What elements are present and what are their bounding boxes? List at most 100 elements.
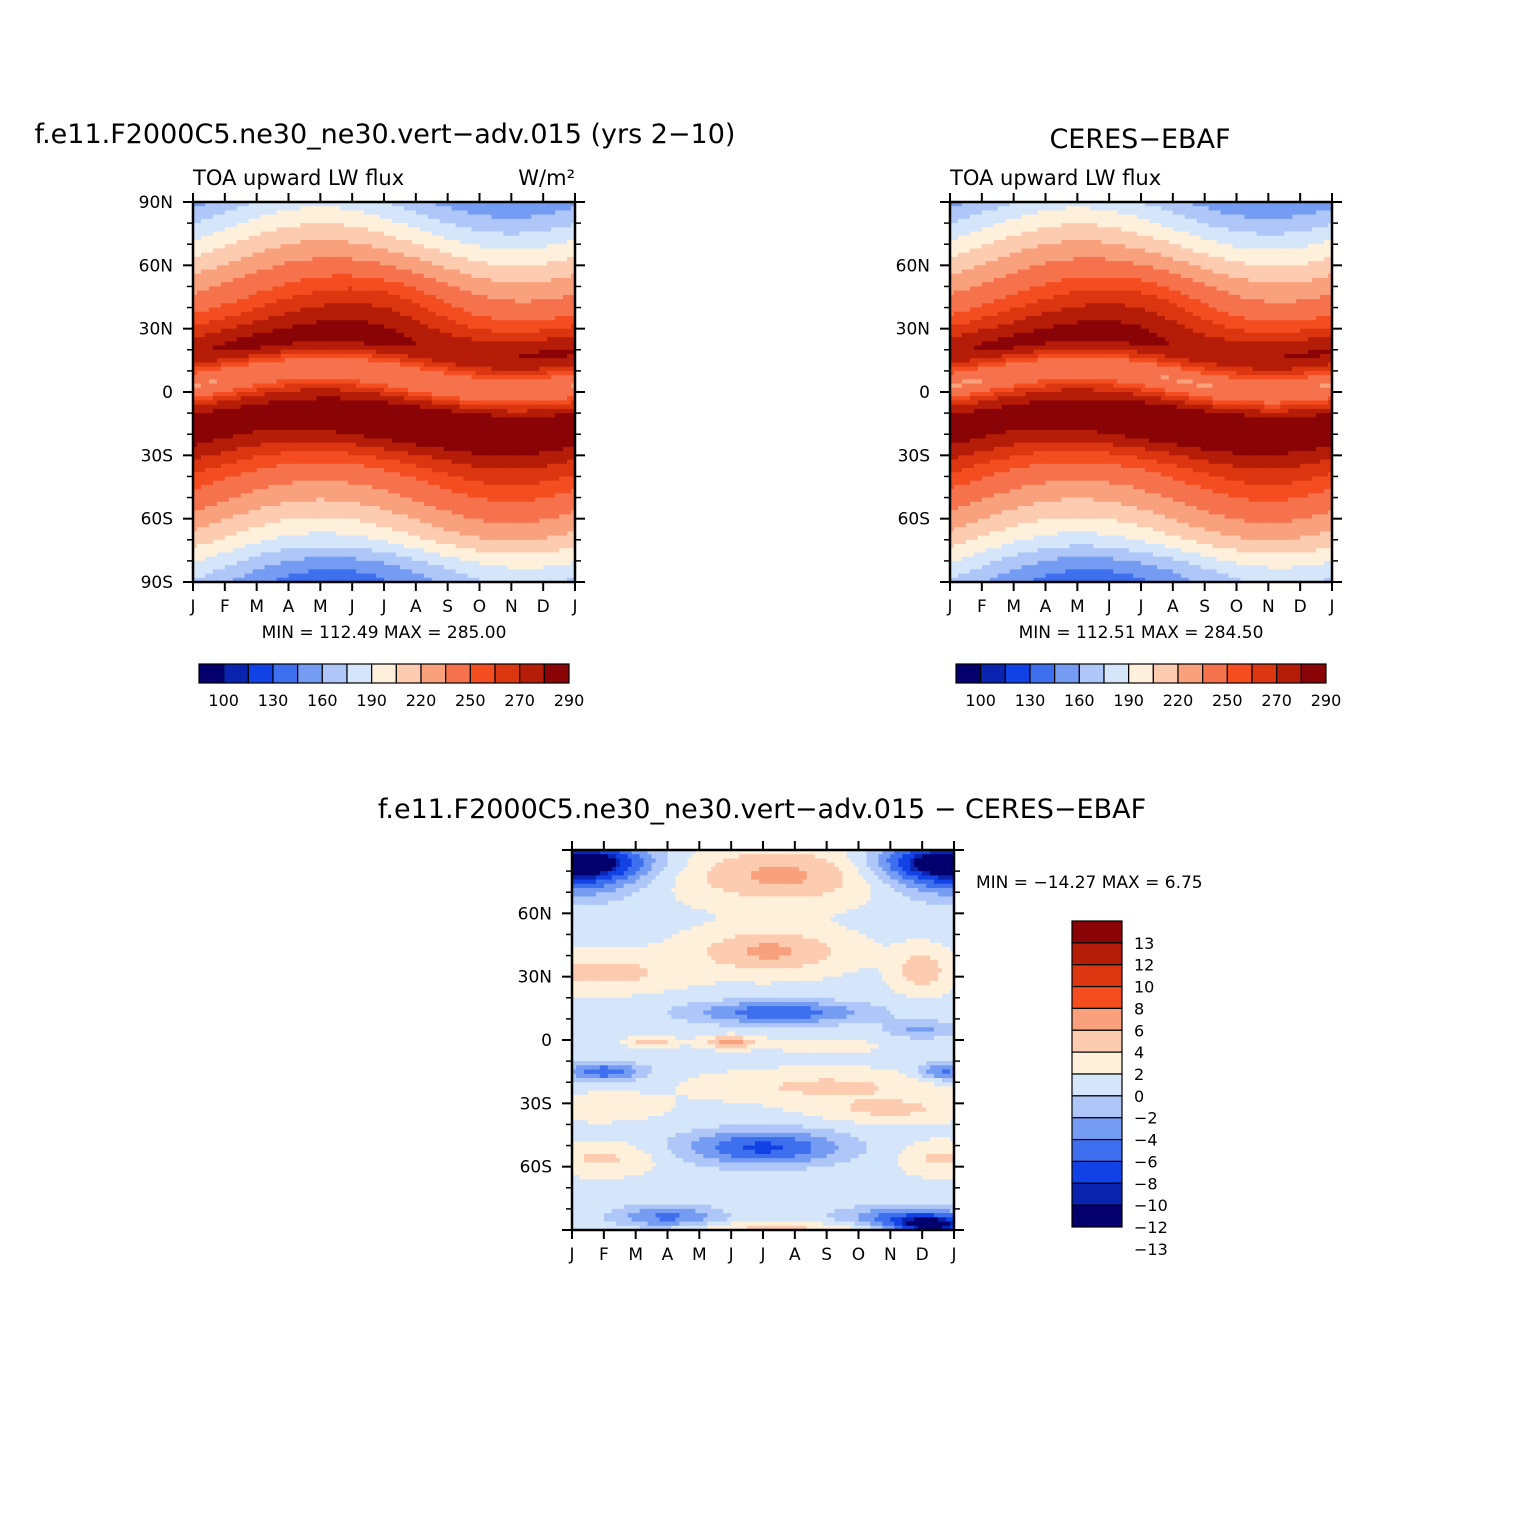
heatmap-cell: [531, 358, 536, 363]
heatmap-cell: [368, 308, 373, 313]
heatmap-cell: [503, 329, 508, 334]
heatmap-cell: [396, 409, 401, 414]
heatmap-cell: [519, 320, 524, 325]
heatmap-cell: [221, 388, 226, 393]
heatmap-cell: [340, 341, 345, 346]
heatmap-cell: [416, 384, 421, 389]
heatmap-cell: [320, 291, 325, 296]
heatmap-cell: [304, 244, 309, 249]
heatmap-cell: [428, 257, 433, 262]
heatmap-cell: [225, 270, 230, 275]
heatmap-cell: [265, 286, 270, 291]
heatmap-cell: [368, 278, 373, 283]
heatmap-cell: [308, 341, 313, 346]
heatmap-cell: [237, 223, 242, 228]
heatmap-cell: [296, 337, 301, 342]
heatmap-cell: [336, 261, 341, 266]
heatmap-cell: [452, 299, 457, 304]
heatmap-cell: [511, 396, 516, 401]
heatmap-cell: [491, 206, 496, 211]
heatmap-cell: [412, 219, 417, 224]
heatmap-cell: [412, 379, 417, 384]
heatmap-cell: [360, 265, 365, 270]
heatmap-cell: [336, 257, 341, 262]
heatmap-cell: [328, 333, 333, 338]
heatmap-cell: [480, 413, 485, 418]
heatmap-cell: [424, 282, 429, 287]
heatmap-cell: [277, 236, 282, 241]
heatmap-cell: [360, 270, 365, 275]
heatmap-cell: [519, 333, 524, 338]
heatmap-cell: [221, 308, 226, 313]
heatmap-cell: [296, 257, 301, 262]
heatmap-cell: [348, 261, 353, 266]
heatmap-cell: [205, 350, 210, 355]
heatmap-cell: [241, 282, 246, 287]
heatmap-cell: [324, 295, 329, 300]
heatmap-cell: [308, 388, 313, 393]
heatmap-cell: [372, 354, 377, 359]
heatmap-cell: [543, 291, 548, 296]
heatmap-cell: [400, 405, 405, 410]
heatmap-cell: [448, 320, 453, 325]
heatmap-cell: [436, 371, 441, 376]
heatmap-cell: [468, 308, 473, 313]
heatmap-cell: [408, 316, 413, 321]
heatmap-cell: [563, 265, 568, 270]
heatmap-cell: [444, 257, 449, 262]
heatmap-cell: [372, 379, 377, 384]
heatmap-cell: [209, 413, 214, 418]
heatmap-cell: [388, 265, 393, 270]
heatmap-cell: [237, 324, 242, 329]
heatmap-cell: [440, 333, 445, 338]
heatmap-cell: [344, 329, 349, 334]
heatmap-cell: [344, 413, 349, 418]
heatmap-cell: [519, 286, 524, 291]
heatmap-cell: [428, 324, 433, 329]
heatmap-cell: [225, 244, 230, 249]
heatmap-cell: [237, 232, 242, 237]
heatmap-cell: [241, 396, 246, 401]
heatmap-cell: [511, 295, 516, 300]
heatmap-cell: [523, 210, 528, 215]
heatmap-cell: [464, 375, 469, 380]
heatmap-cell: [265, 248, 270, 253]
heatmap-cell: [281, 316, 286, 321]
heatmap-cell: [567, 320, 572, 325]
heatmap-cell: [424, 274, 429, 279]
heatmap-cell: [316, 219, 321, 224]
heatmap-cell: [412, 396, 417, 401]
heatmap-cell: [344, 265, 349, 270]
heatmap-cell: [356, 333, 361, 338]
heatmap-cell: [476, 282, 481, 287]
heatmap-cell: [480, 261, 485, 266]
heatmap-cell: [312, 248, 317, 253]
heatmap-cell: [281, 400, 286, 405]
heatmap-cell: [460, 333, 465, 338]
heatmap-cell: [352, 409, 357, 414]
heatmap-cell: [531, 350, 536, 355]
heatmap-cell: [507, 270, 512, 275]
heatmap-cell: [300, 248, 305, 253]
heatmap-cell: [464, 388, 469, 393]
heatmap-cell: [555, 346, 560, 351]
heatmap-cell: [269, 362, 274, 367]
heatmap-cell: [400, 375, 405, 380]
heatmap-cell: [388, 371, 393, 376]
heatmap-cell: [404, 324, 409, 329]
heatmap-cell: [448, 346, 453, 351]
heatmap-cell: [392, 232, 397, 237]
heatmap-cell: [229, 358, 234, 363]
heatmap-cell: [404, 371, 409, 376]
heatmap-cell: [555, 320, 560, 325]
heatmap-cell: [499, 274, 504, 279]
heatmap-cell: [289, 316, 294, 321]
heatmap-cell: [360, 316, 365, 321]
heatmap-cell: [201, 388, 206, 393]
heatmap-cell: [269, 341, 274, 346]
heatmap-cell: [356, 384, 361, 389]
heatmap-cell: [249, 274, 254, 279]
heatmap-cell: [531, 253, 536, 258]
heatmap-cell: [480, 236, 485, 241]
heatmap-cell: [519, 248, 524, 253]
